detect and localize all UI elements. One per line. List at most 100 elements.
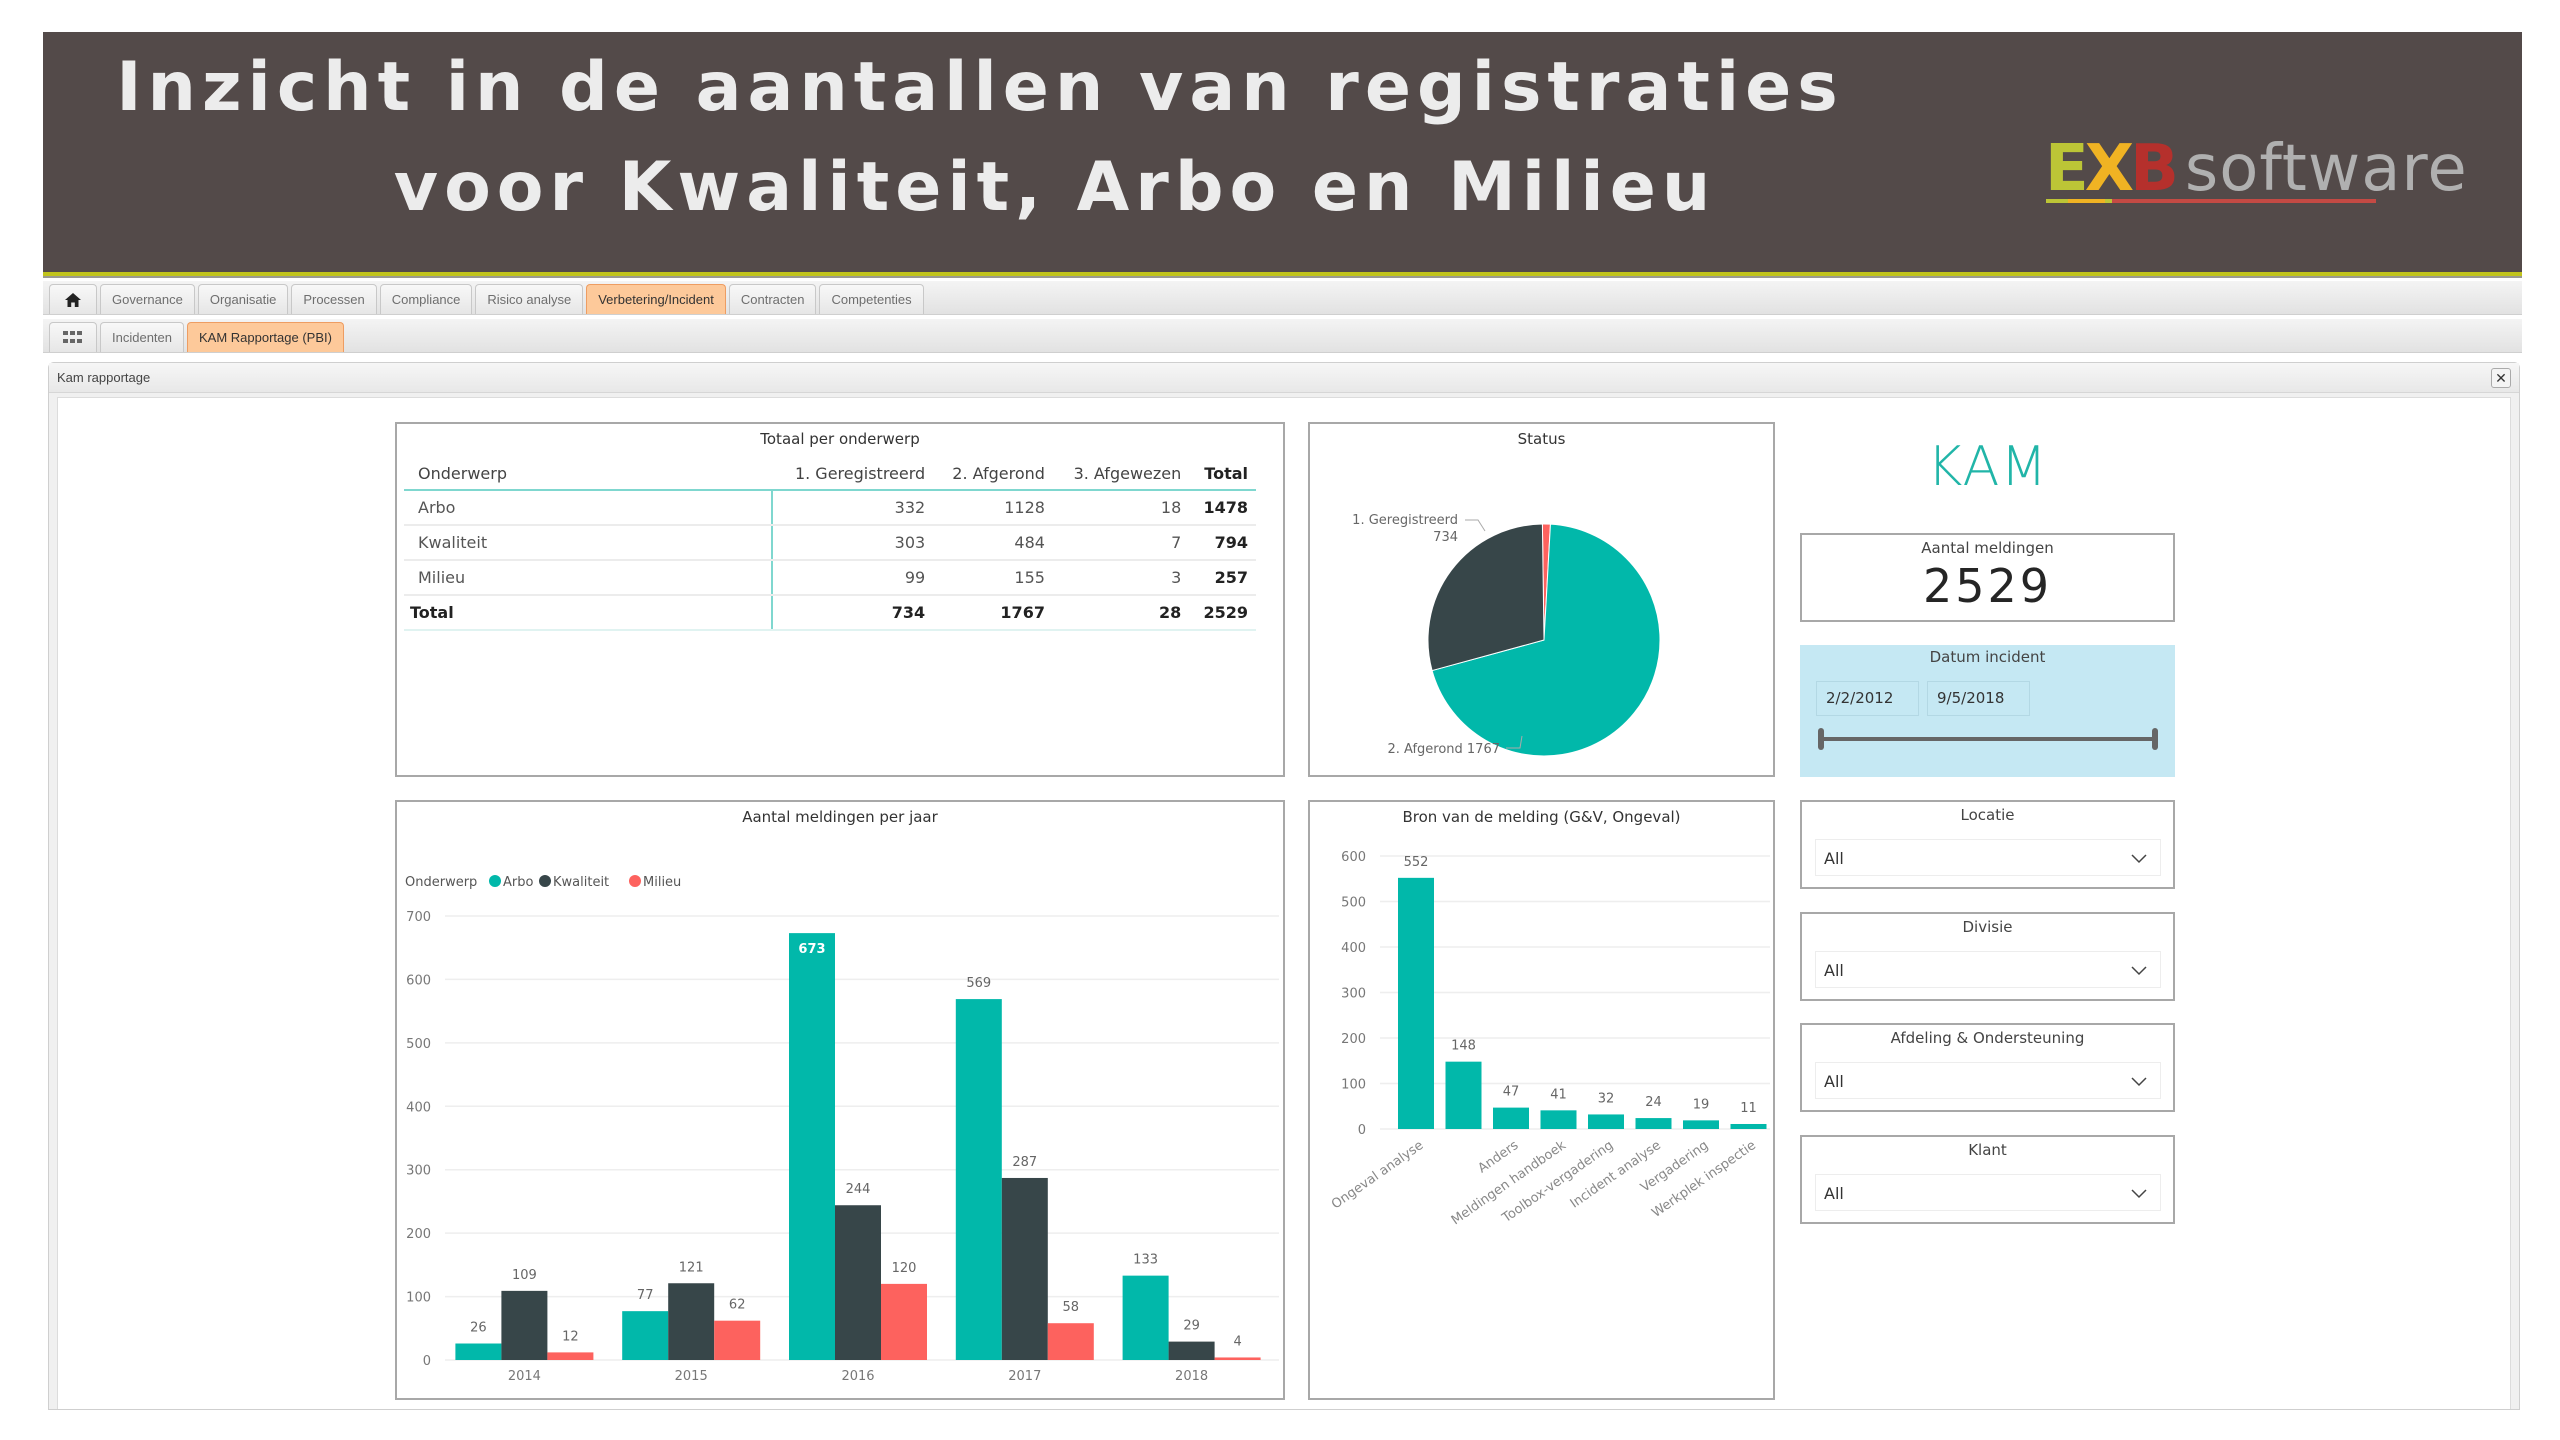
total-cell-afgewezen: 28 xyxy=(1052,595,1190,631)
bar-milieu[interactable] xyxy=(714,1320,761,1360)
y-tick: 100 xyxy=(1341,1078,1366,1093)
y-tick: 200 xyxy=(406,1227,431,1242)
meldingen-per-jaar-chart[interactable]: Onderwerp Arbo Kwaliteit Milieu 0 100 200 300 40… xyxy=(397,832,1283,1397)
card-label: Aantal meldingen xyxy=(1921,539,2054,557)
bar-bron[interactable] xyxy=(1683,1120,1719,1129)
tab-kam-rapportage-pbi[interactable]: KAM Rapportage (PBI) xyxy=(187,322,344,352)
slider-end-handle[interactable] xyxy=(2152,728,2158,750)
matrix-visual[interactable]: Totaal per onderwerp Onderwerp 1. Geregi… xyxy=(395,422,1285,777)
bar-bron[interactable] xyxy=(1540,1110,1577,1129)
filter-dropdown-klant[interactable]: All xyxy=(1815,1174,2161,1211)
col-header-onderwerp[interactable]: Onderwerp xyxy=(404,460,772,491)
table-row[interactable]: Arbo 332 1128 18 1478 xyxy=(404,490,1256,526)
cell-afgerond: 1128 xyxy=(933,490,1053,526)
data-label: 673 xyxy=(798,942,825,957)
home-button[interactable] xyxy=(49,284,97,314)
data-label: 58 xyxy=(1063,1300,1080,1315)
pie-label: 1. Geregistreerd xyxy=(1352,513,1458,528)
data-label: 41 xyxy=(1550,1087,1567,1102)
bar-kwaliteit[interactable] xyxy=(501,1290,548,1360)
bar-bron[interactable] xyxy=(1730,1123,1767,1129)
data-label: 12 xyxy=(562,1329,579,1344)
tab-governance[interactable]: Governance xyxy=(100,284,195,314)
bar-arbo[interactable] xyxy=(789,933,835,1360)
chevron-down-icon xyxy=(2131,1189,2147,1199)
bar-bron[interactable] xyxy=(1493,1107,1529,1129)
card-value: 2529 xyxy=(1922,559,2053,613)
total-cell-name: Total xyxy=(404,595,773,631)
bar-bron[interactable] xyxy=(1398,877,1434,1129)
filter-label: Locatie xyxy=(1960,806,2015,824)
bar-arbo[interactable] xyxy=(622,1311,669,1360)
col-header-afgewezen[interactable]: 3. Afgewezen xyxy=(1052,460,1190,491)
tab-processen[interactable]: Processen xyxy=(291,284,377,314)
status-pie-visual[interactable]: Status 1. Geregistreerd 734 2. Afgerond 17… xyxy=(1308,422,1775,777)
bar-kwaliteit[interactable] xyxy=(668,1283,715,1360)
y-tick: 0 xyxy=(1358,1123,1366,1138)
table-row[interactable]: Milieu 99 155 3 257 xyxy=(404,560,1256,596)
bar-arbo[interactable] xyxy=(955,999,1002,1360)
data-label: 148 xyxy=(1451,1039,1476,1054)
bar-arbo[interactable] xyxy=(1122,1275,1169,1360)
logo-underline xyxy=(2046,199,2376,203)
tab-incidenten[interactable]: Incidenten xyxy=(100,322,184,352)
close-button[interactable]: ✕ xyxy=(2491,368,2511,388)
bar-kwaliteit[interactable] xyxy=(1168,1341,1215,1360)
data-label: 121 xyxy=(679,1260,704,1275)
bar-milieu[interactable] xyxy=(1214,1357,1261,1360)
tab-compliance[interactable]: Compliance xyxy=(379,284,473,314)
cell-name: Arbo xyxy=(404,490,773,526)
accent-line xyxy=(43,272,2522,278)
pie-slice[interactable] xyxy=(1431,523,1661,757)
chevron-down-icon xyxy=(2131,1077,2147,1087)
bar-kwaliteit[interactable] xyxy=(1001,1177,1048,1360)
page-title: Inzicht in de aantallen van registraties… xyxy=(0,38,1980,238)
tab-organisatie[interactable]: Organisatie xyxy=(197,284,289,314)
col-header-geregistreerd[interactable]: 1. Geregistreerd xyxy=(772,460,934,491)
close-icon: ✕ xyxy=(2495,370,2507,386)
y-tick: 300 xyxy=(406,1164,431,1179)
pie-slice[interactable] xyxy=(1427,523,1545,672)
end-date-input[interactable]: 9/5/2018 xyxy=(1927,681,2030,716)
meldingen-per-jaar-visual[interactable]: Aantal meldingen per jaar Onderwerp Arbo K… xyxy=(395,800,1285,1400)
date-range-slider[interactable] xyxy=(1820,737,2158,741)
data-label: 120 xyxy=(892,1261,917,1276)
cell-name: Milieu xyxy=(404,560,773,596)
col-header-afgerond[interactable]: 2. Afgerond xyxy=(933,460,1053,491)
filter-dropdown-afdeling-ondersteuning[interactable]: All xyxy=(1815,1062,2161,1099)
dropdown-value: All xyxy=(1824,1072,1844,1091)
tab-risico-analyse[interactable]: Risico analyse xyxy=(475,284,584,314)
bron-melding-visual[interactable]: Bron van de melding (G&V, Ongeval) 0 100 2… xyxy=(1308,800,1775,1400)
bron-melding-chart[interactable]: 0 100 200 300 400 500 600 552 Ongeval analyse 148… xyxy=(1310,832,1773,1397)
bar-milieu[interactable] xyxy=(881,1283,927,1360)
y-tick: 600 xyxy=(1341,850,1366,865)
bar-bron[interactable] xyxy=(1445,1061,1482,1129)
total-cell-afgerond: 1767 xyxy=(933,595,1053,631)
x-tick: Ongeval analyse xyxy=(1329,1138,1426,1212)
data-label: 133 xyxy=(1133,1253,1158,1268)
data-label: 552 xyxy=(1404,855,1429,870)
data-label: 62 xyxy=(729,1298,746,1313)
start-date-input[interactable]: 2/2/2012 xyxy=(1816,681,1919,716)
apps-grid-button[interactable] xyxy=(49,322,97,352)
col-header-total[interactable]: Total xyxy=(1189,460,1256,491)
filter-dropdown-divisie[interactable]: All xyxy=(1815,951,2161,988)
matrix-title: Totaal per onderwerp xyxy=(760,430,920,448)
bar-kwaliteit[interactable] xyxy=(835,1205,881,1360)
status-pie-chart[interactable]: 1. Geregistreerd 734 2. Afgerond 1767 xyxy=(1310,454,1773,774)
table-row[interactable]: Kwaliteit 303 484 7 794 xyxy=(404,525,1256,561)
data-label: 47 xyxy=(1503,1085,1520,1100)
filter-dropdown-locatie[interactable]: All xyxy=(1815,839,2161,876)
bar-milieu[interactable] xyxy=(1047,1323,1094,1360)
tab-contracten[interactable]: Contracten xyxy=(728,284,817,314)
dropdown-value: All xyxy=(1824,1184,1844,1203)
slider-start-handle[interactable] xyxy=(1818,728,1824,750)
tab-verbetering-incident[interactable]: Verbetering/Incident xyxy=(586,284,726,314)
tab-competenties[interactable]: Competenties xyxy=(819,284,924,314)
bar-milieu[interactable] xyxy=(547,1352,594,1360)
data-label: 4 xyxy=(1233,1334,1241,1349)
bar-bron[interactable] xyxy=(1588,1114,1624,1129)
cell-geregistreerd: 303 xyxy=(772,525,934,561)
bar-bron[interactable] xyxy=(1635,1118,1672,1129)
bar-arbo[interactable] xyxy=(455,1343,502,1360)
